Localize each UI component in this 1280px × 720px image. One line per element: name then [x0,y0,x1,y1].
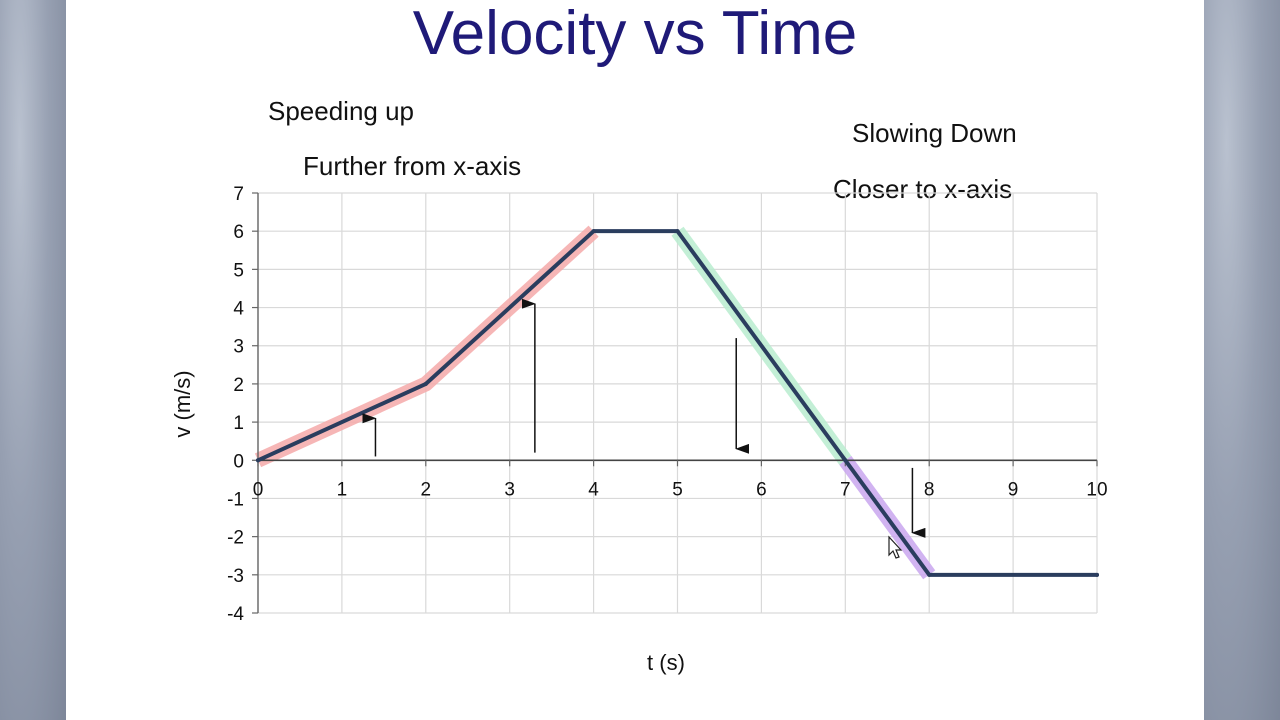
y-tick-label: 3 [233,337,244,358]
y-tick-label: 5 [233,260,244,281]
data-point [1095,573,1099,577]
tick-labels: -4 -3 -2 -1 0 1 2 3 4 5 6 7 0 1 2 3 4 5 6 7 8 9 10 [227,184,1107,625]
x-tick-label: 7 [840,479,851,500]
y-tick-label: -1 [227,489,244,510]
y-axis-label: v (m/s) [170,370,195,437]
y-tick-label: -2 [227,528,244,549]
x-tick-label: 2 [421,479,432,500]
data-point [676,229,680,233]
y-tick-label: 0 [233,451,244,472]
data-point [927,573,931,577]
x-tick-label: 3 [504,479,515,500]
x-tick-label: 6 [756,479,767,500]
data-point [843,458,847,462]
x-tick-label: 10 [1086,479,1107,500]
x-tick-label: 0 [253,479,264,500]
x-tick-label: 4 [588,479,599,500]
y-tick-label: 1 [233,413,244,434]
data-point [256,458,260,462]
data-point [424,382,428,386]
y-tick-label: 6 [233,222,244,243]
x-axis-label: t (s) [647,650,685,675]
y-tick-label: -3 [227,566,244,587]
data-point [592,229,596,233]
y-tick-label: 4 [233,299,244,320]
x-tick-label: 5 [672,479,683,500]
x-tick-label: 1 [337,479,348,500]
y-tick-label: 2 [233,375,244,396]
x-tick-label: 9 [1008,479,1019,500]
x-tick-label: 8 [924,479,935,500]
velocity-time-chart: -4 -3 -2 -1 0 1 2 3 4 5 6 7 0 1 2 3 4 5 6 7 8 9 10 t (s) v (m/… [0,0,1280,720]
y-tick-label: -4 [227,604,244,625]
y-tick-label: 7 [233,184,244,205]
